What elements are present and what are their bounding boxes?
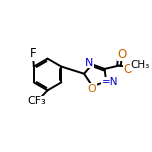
- Text: =N: =N: [102, 77, 118, 87]
- Text: O: O: [124, 63, 133, 76]
- Text: O: O: [87, 84, 96, 93]
- Text: CF₃: CF₃: [28, 96, 46, 106]
- Text: CH₃: CH₃: [131, 60, 150, 70]
- Text: F: F: [30, 47, 36, 60]
- Text: N: N: [85, 58, 93, 68]
- Text: O: O: [117, 48, 127, 61]
